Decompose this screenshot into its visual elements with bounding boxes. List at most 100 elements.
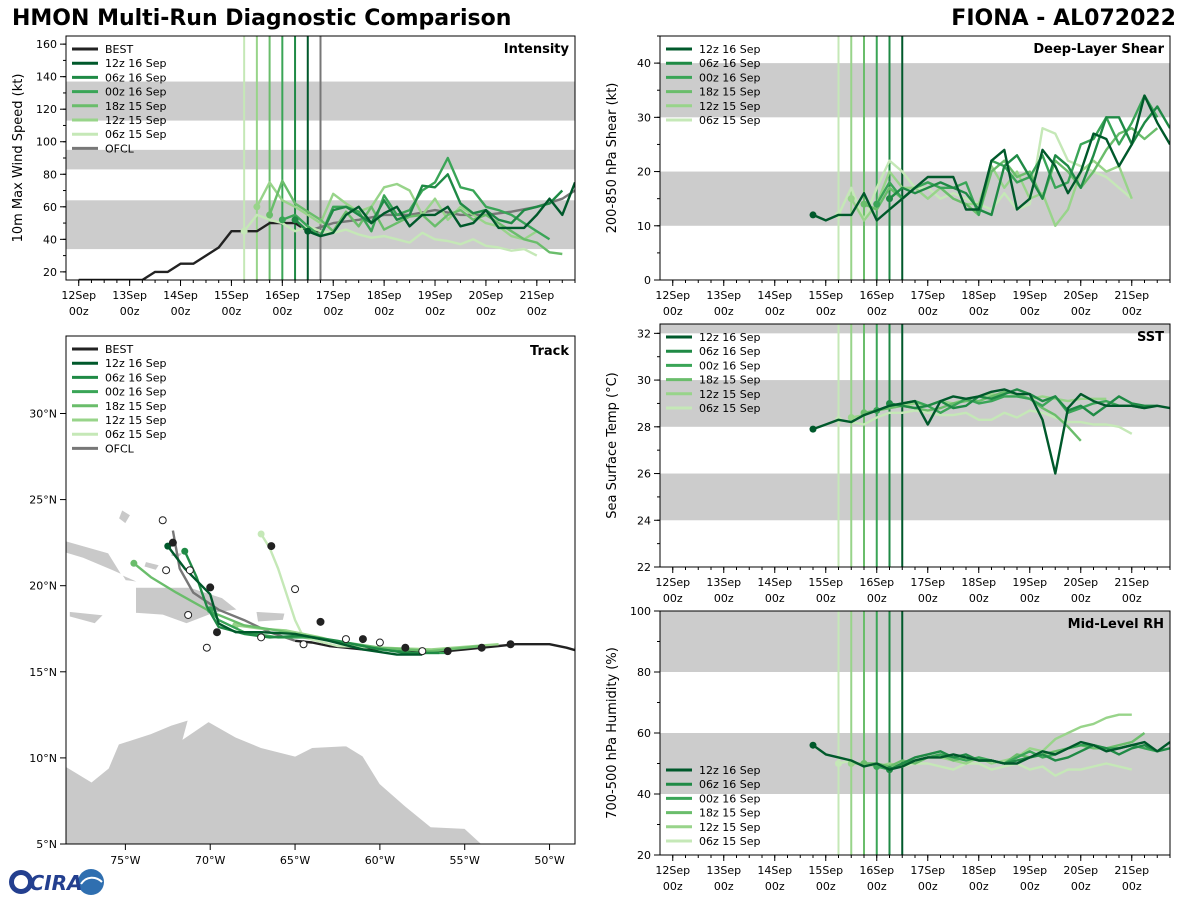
- y-tick-label: 40: [637, 788, 651, 801]
- threshold-band: [660, 324, 1170, 334]
- x-tick-label-day: 12Sep: [61, 289, 96, 302]
- lon-tick-label: 65°W: [280, 854, 310, 867]
- lon-tick-label: 60°W: [365, 854, 395, 867]
- x-tick-label-hour: 00z: [1071, 592, 1091, 605]
- x-tick-label-day: 20Sep: [1063, 289, 1098, 302]
- best-track-position: [202, 643, 211, 652]
- legend-label: 00z 16 Sep: [699, 792, 761, 805]
- legend-label: 18z 15 Sep: [105, 100, 167, 113]
- x-tick-label-hour: 00z: [1122, 305, 1142, 318]
- best-track-position: [506, 640, 515, 649]
- series-06z-16-sep: [888, 105, 1170, 217]
- legend-label: 00z 16 Sep: [699, 71, 761, 84]
- init-marker: [240, 227, 248, 235]
- y-tick-label: 20: [637, 166, 651, 179]
- x-tick-label-day: 13Sep: [706, 289, 741, 302]
- legend-label: OFCL: [105, 142, 135, 155]
- intensity-plot-area: [66, 36, 575, 280]
- legend-label: 06z 16 Sep: [699, 778, 761, 791]
- x-tick-label-hour: 00z: [374, 305, 394, 318]
- lat-tick-label: 10°N: [29, 752, 57, 765]
- x-tick-label-hour: 00z: [714, 305, 734, 318]
- init-marker: [847, 195, 855, 203]
- x-tick-label-day: 15Sep: [808, 289, 843, 302]
- x-tick-label-day: 21Sep: [1114, 864, 1149, 877]
- shear-plot-area: [660, 36, 1170, 280]
- init-marker: [291, 216, 299, 224]
- x-tick-label-day: 20Sep: [1063, 576, 1098, 589]
- best-track-position: [341, 635, 350, 644]
- track-12z-16-sep: [166, 545, 423, 656]
- best-track-position: [375, 638, 384, 647]
- y-tick-label: 80: [637, 666, 651, 679]
- legend-label: BEST: [105, 343, 133, 356]
- track-panel: 75°W 70°W 65°W 60°W 55°W 50°W 5°N 10°N 15°N 20°N 2…: [29, 335, 576, 867]
- x-tick-label-hour: 00z: [1020, 305, 1040, 318]
- x-tick-label-hour: 00z: [867, 305, 887, 318]
- lon-tick-label: 75°W: [110, 854, 140, 867]
- x-tick-label-day: 18Sep: [961, 289, 996, 302]
- best-track-position: [267, 542, 276, 551]
- best-track-position: [299, 640, 308, 649]
- y-tick-label: 0: [644, 274, 651, 287]
- legend-label: 00z 16 Sep: [105, 386, 167, 399]
- threshold-band: [660, 473, 1170, 521]
- series-12z-16-sep: [307, 181, 575, 238]
- y-tick-label: 30: [637, 374, 651, 387]
- x-tick-label-day: 13Sep: [112, 289, 147, 302]
- x-tick-label-hour: 00z: [969, 592, 989, 605]
- x-tick-label-hour: 00z: [272, 305, 292, 318]
- shear-panel: 0 10 20 30 40 12Sep 00z 13Sep 00z 14Sep 00z 15Sep 00…: [605, 35, 1171, 318]
- storm-id-title: FIONA - AL072022: [951, 6, 1176, 31]
- x-tick-label-hour: 00z: [714, 880, 734, 893]
- island-bahamas-1: [118, 509, 132, 525]
- best-track-position: [162, 566, 171, 575]
- legend-label: 06z 16 Sep: [699, 57, 761, 70]
- x-tick-label-day: 15Sep: [808, 576, 843, 589]
- init-marker: [847, 413, 855, 421]
- x-tick-label-hour: 00z: [425, 305, 445, 318]
- track-end-marker: [130, 559, 138, 567]
- x-tick-label-hour: 00z: [171, 305, 191, 318]
- best-track-position: [184, 610, 193, 619]
- legend-label: 18z 15 Sep: [105, 400, 167, 413]
- intensity-y-axis-label: 10m Max Wind Speed (kt): [11, 74, 26, 243]
- series-06z-15-sep: [243, 213, 538, 257]
- x-tick-label-day: 19Sep: [418, 289, 453, 302]
- x-tick-label-hour: 00z: [663, 880, 683, 893]
- lat-tick-label: 15°N: [29, 666, 57, 679]
- y-tick-label: 40: [637, 57, 651, 70]
- init-marker: [304, 227, 312, 235]
- sst-panel-title: SST: [1137, 330, 1164, 345]
- x-tick-label-hour: 00z: [69, 305, 89, 318]
- y-tick-label: 32: [637, 327, 651, 340]
- rh-y-axis-label: 700-500 hPa Humidity (%): [605, 647, 620, 819]
- x-tick-label-day: 15Sep: [808, 864, 843, 877]
- legend-label: 18z 15 Sep: [699, 86, 761, 99]
- x-tick-label-day: 13Sep: [706, 864, 741, 877]
- island-bahamas-2: [143, 561, 160, 571]
- y-tick-label: 26: [637, 468, 651, 481]
- series-12z-15-sep: [850, 159, 1133, 228]
- best-track-position: [206, 583, 215, 592]
- series-18z-15-sep: [268, 179, 563, 256]
- init-marker: [886, 195, 893, 203]
- series-06z-16-sep: [889, 388, 1158, 417]
- sst-plot-area: [660, 324, 1170, 567]
- x-tick-label-hour: 00z: [969, 305, 989, 318]
- x-tick-label-day: 16Sep: [859, 289, 894, 302]
- x-tick-label-hour: 00z: [816, 305, 836, 318]
- x-tick-label-day: 17Sep: [910, 289, 945, 302]
- x-tick-label-day: 16Sep: [859, 864, 894, 877]
- track-map-area: [66, 509, 575, 844]
- y-tick-label: 80: [43, 168, 57, 181]
- legend-label: 06z 16 Sep: [105, 71, 167, 84]
- legend-label: 06z 15 Sep: [699, 835, 761, 848]
- lat-tick-label: 25°N: [29, 494, 57, 507]
- threshold-band: [660, 171, 1170, 226]
- track-06z-16-sep: [183, 550, 440, 655]
- x-tick-label-hour: 00z: [1020, 880, 1040, 893]
- threshold-band: [660, 611, 1170, 672]
